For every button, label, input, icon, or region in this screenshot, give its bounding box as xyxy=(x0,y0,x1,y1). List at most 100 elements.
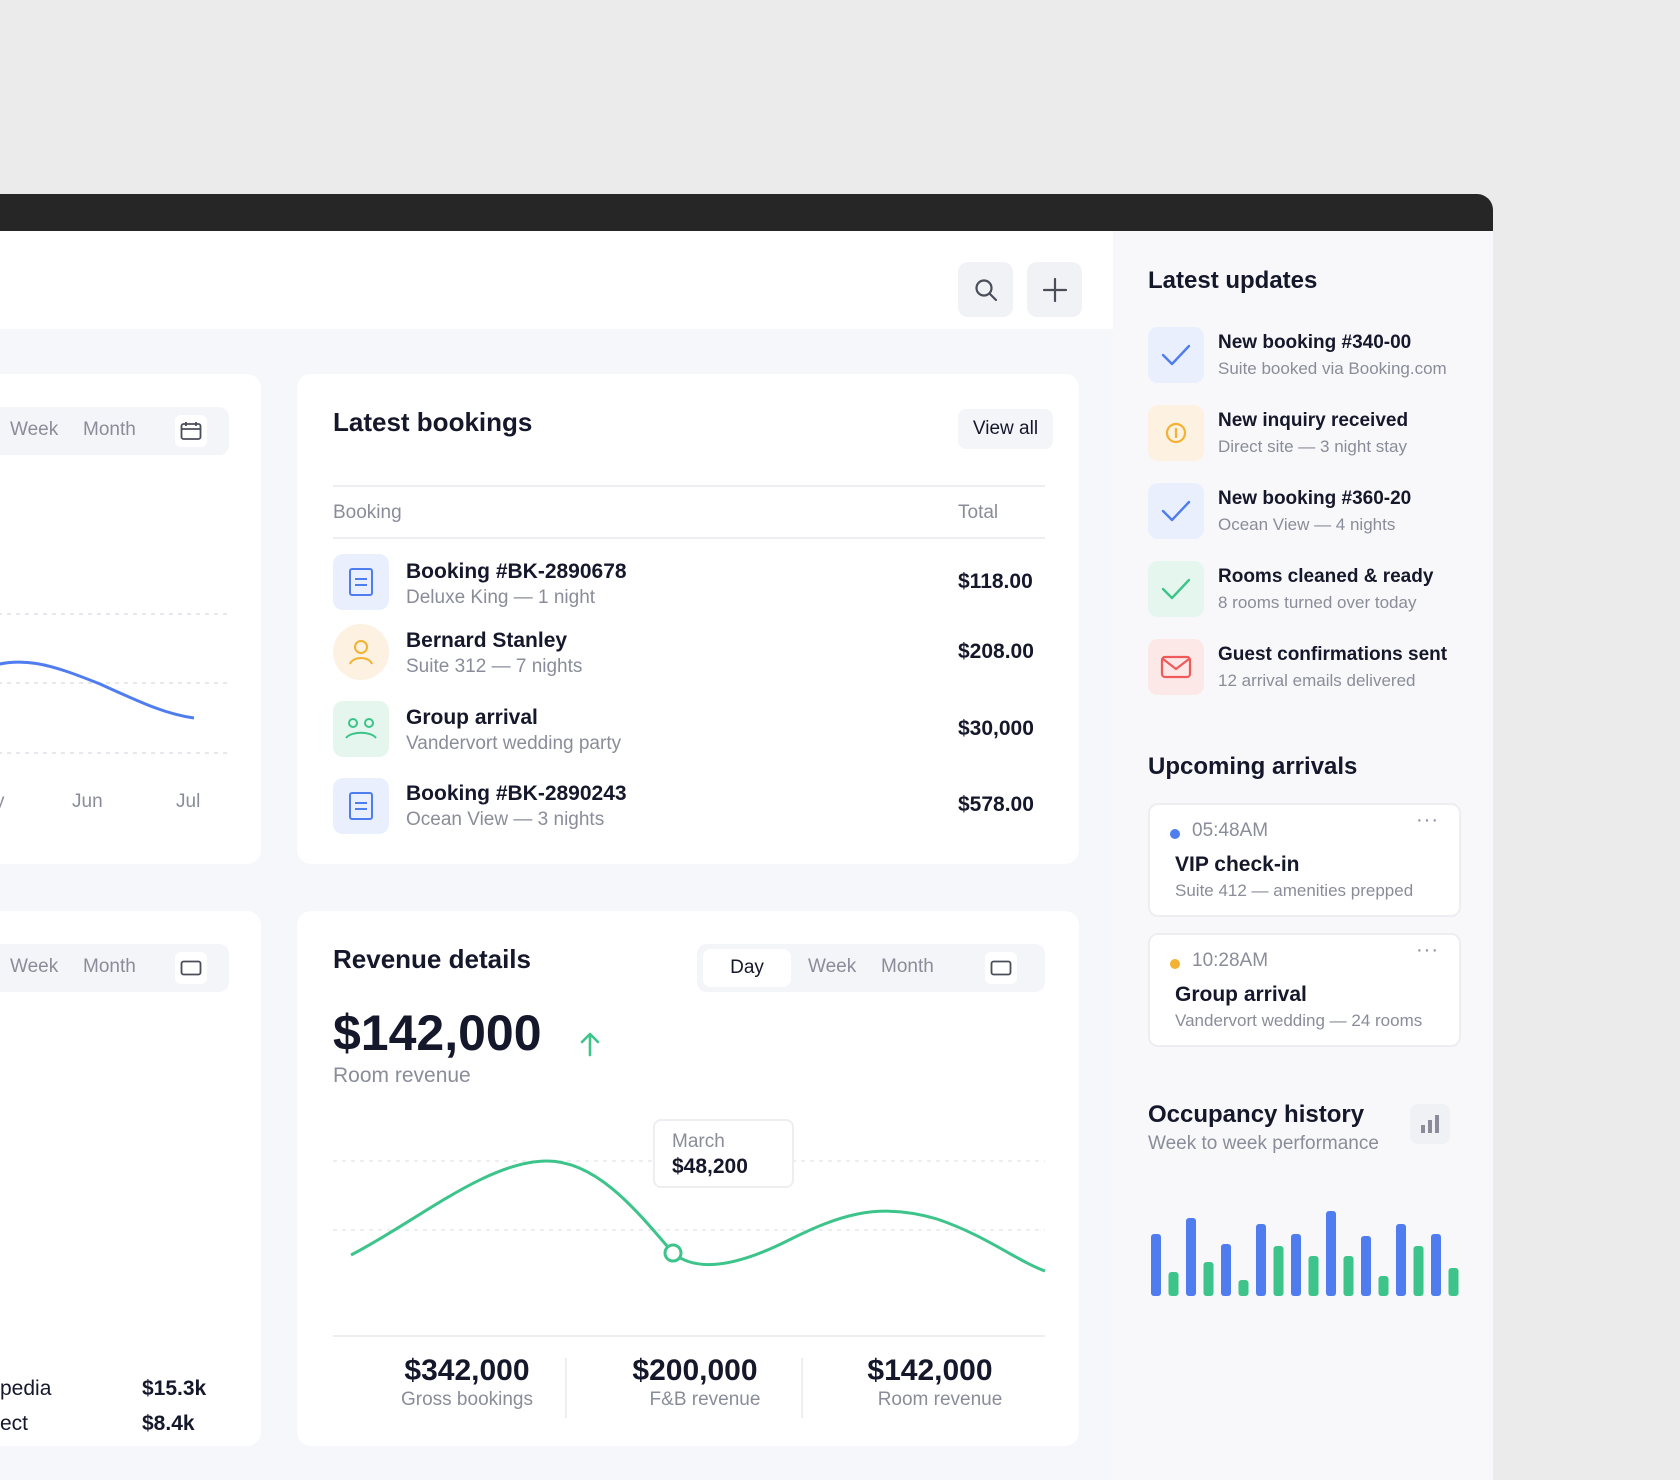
rectangle-icon xyxy=(990,960,1012,976)
more-options-icon[interactable]: ··· xyxy=(1416,939,1439,961)
divider xyxy=(333,537,1045,539)
update-subtitle: Suite booked via Booking.com xyxy=(1218,359,1447,378)
channel-value: $8.4k xyxy=(142,1412,195,1435)
occupancy-bar xyxy=(1221,1244,1231,1296)
booking-subtitle: Deluxe King — 1 night xyxy=(406,587,596,608)
updates-title: Latest updates xyxy=(1148,267,1318,294)
view-all-button[interactable]: View all xyxy=(958,409,1053,449)
arrival-card[interactable]: 05:48AM ··· VIP check-in Suite 412 — ame… xyxy=(1148,803,1461,917)
stat-value: $200,000 xyxy=(632,1354,758,1387)
top-bar xyxy=(0,231,1113,329)
occupancy-bar xyxy=(1308,1256,1319,1296)
column-header-booking: Booking xyxy=(333,502,402,523)
occupancy-title: Occupancy history xyxy=(1148,1101,1365,1128)
tab-month[interactable]: Month xyxy=(881,956,934,977)
occupancy-bar xyxy=(1291,1234,1301,1296)
stat-divider xyxy=(565,1358,567,1418)
window-titlebar xyxy=(0,194,1493,231)
view-toggle-button[interactable] xyxy=(985,952,1017,984)
tooltip-value: $48,200 xyxy=(672,1155,748,1178)
occupancy-bar xyxy=(1361,1236,1371,1296)
update-subtitle: 8 rooms turned over today xyxy=(1218,593,1417,612)
revenue-amount-label: Room revenue xyxy=(333,1064,471,1087)
update-subtitle: Ocean View — 4 nights xyxy=(1218,515,1396,534)
revenue-highlight-point xyxy=(663,1243,683,1263)
occupancy-bar xyxy=(1273,1246,1284,1296)
booking-subtitle: Ocean View — 3 nights xyxy=(406,809,605,830)
occupancy-bar xyxy=(1413,1246,1424,1296)
stat-label: Room revenue xyxy=(877,1389,1003,1410)
update-title: New booking #360-20 xyxy=(1218,488,1412,509)
tab-week[interactable]: Week xyxy=(808,956,857,977)
occupancy-bar xyxy=(1448,1268,1459,1296)
booking-title: Booking #BK-2890243 xyxy=(406,782,627,805)
tab-day[interactable]: Day xyxy=(703,949,791,987)
occupancy-bar xyxy=(1378,1276,1389,1296)
add-button[interactable] xyxy=(1027,262,1082,317)
arrival-time: 05:48AM xyxy=(1192,820,1269,841)
booking-subtitle: Vandervort wedding party xyxy=(406,733,622,754)
view-toggle-button[interactable] xyxy=(175,952,207,984)
stat-divider xyxy=(801,1358,803,1418)
stat-label: F&B revenue xyxy=(649,1389,761,1410)
right-sidebar: Latest updates New booking #340-00 Suite… xyxy=(1113,231,1493,1480)
divider xyxy=(333,485,1045,487)
booking-total: $30,000 xyxy=(958,717,1034,740)
search-button[interactable] xyxy=(958,262,1013,317)
main-content: Week Month y Jun Jul Week Month xyxy=(0,231,1113,1480)
booking-total: $118.00 xyxy=(958,570,1033,593)
revenue-title: Revenue details xyxy=(333,944,531,974)
app-window: Week Month y Jun Jul Week Month xyxy=(0,194,1493,1480)
tab-month[interactable]: Month xyxy=(83,419,136,440)
occupancy-subtitle: Week to week performance xyxy=(1148,1133,1379,1154)
channel-name: pedia xyxy=(0,1377,52,1400)
channels-period-selector: Week Month xyxy=(0,944,229,992)
info-icon xyxy=(1148,405,1204,461)
arrival-title: Group arrival xyxy=(1175,983,1307,1006)
occupancy-bar xyxy=(1326,1211,1336,1296)
occupancy-bar xyxy=(1203,1262,1214,1296)
document-icon xyxy=(333,554,389,610)
x-tick-label: y xyxy=(0,791,5,813)
column-header-total: Total xyxy=(958,502,999,523)
update-subtitle: 12 arrival emails delivered xyxy=(1218,671,1416,690)
booking-subtitle: Suite 312 — 7 nights xyxy=(406,656,583,677)
traffic-series-line xyxy=(0,660,195,720)
update-title: New inquiry received xyxy=(1218,410,1409,431)
user-icon xyxy=(333,624,389,680)
tab-week[interactable]: Week xyxy=(10,419,59,440)
calendar-button[interactable] xyxy=(175,415,207,447)
traffic-period-selector: Week Month xyxy=(0,407,229,455)
booking-total: $208.00 xyxy=(958,640,1034,663)
tab-month[interactable]: Month xyxy=(83,956,136,977)
calendar-icon xyxy=(180,422,202,440)
x-tick-label: Jul xyxy=(176,791,201,812)
group-icon xyxy=(333,701,389,757)
occupancy-bar xyxy=(1431,1234,1441,1296)
arrival-card[interactable]: 10:28AM ··· Group arrival Vandervort wed… xyxy=(1148,933,1461,1047)
more-options-icon[interactable]: ··· xyxy=(1416,809,1439,831)
arrival-subtitle: Suite 412 — amenities prepped xyxy=(1175,881,1414,900)
update-title: New booking #340-00 xyxy=(1218,332,1412,353)
stat-label: Gross bookings xyxy=(400,1389,533,1410)
booking-total: $578.00 xyxy=(958,793,1034,816)
revenue-line-chart xyxy=(333,1159,1046,1337)
channel-value: $15.3k xyxy=(142,1377,207,1400)
update-subtitle: Direct site — 3 night stay xyxy=(1218,437,1407,456)
tab-week[interactable]: Week xyxy=(10,956,59,977)
occupancy-bar xyxy=(1396,1224,1406,1296)
channel-name: ect xyxy=(0,1412,29,1435)
rectangle-icon xyxy=(180,960,202,976)
latest-bookings-card: Latest bookings View all Booking Total B… xyxy=(297,374,1079,864)
update-title: Guest confirmations sent xyxy=(1218,644,1448,665)
stat-value: $342,000 xyxy=(404,1354,530,1387)
chart-options-button[interactable] xyxy=(1410,1104,1450,1144)
mail-icon xyxy=(1148,639,1204,695)
occupancy-bar xyxy=(1238,1280,1249,1296)
occupancy-bar-chart xyxy=(1151,1211,1459,1296)
status-dot xyxy=(1170,829,1180,839)
arrival-subtitle: Vandervort wedding — 24 rooms xyxy=(1175,1011,1423,1030)
occupancy-bar xyxy=(1343,1256,1354,1296)
update-title: Rooms cleaned & ready xyxy=(1218,566,1434,587)
arrival-time: 10:28AM xyxy=(1192,950,1269,971)
